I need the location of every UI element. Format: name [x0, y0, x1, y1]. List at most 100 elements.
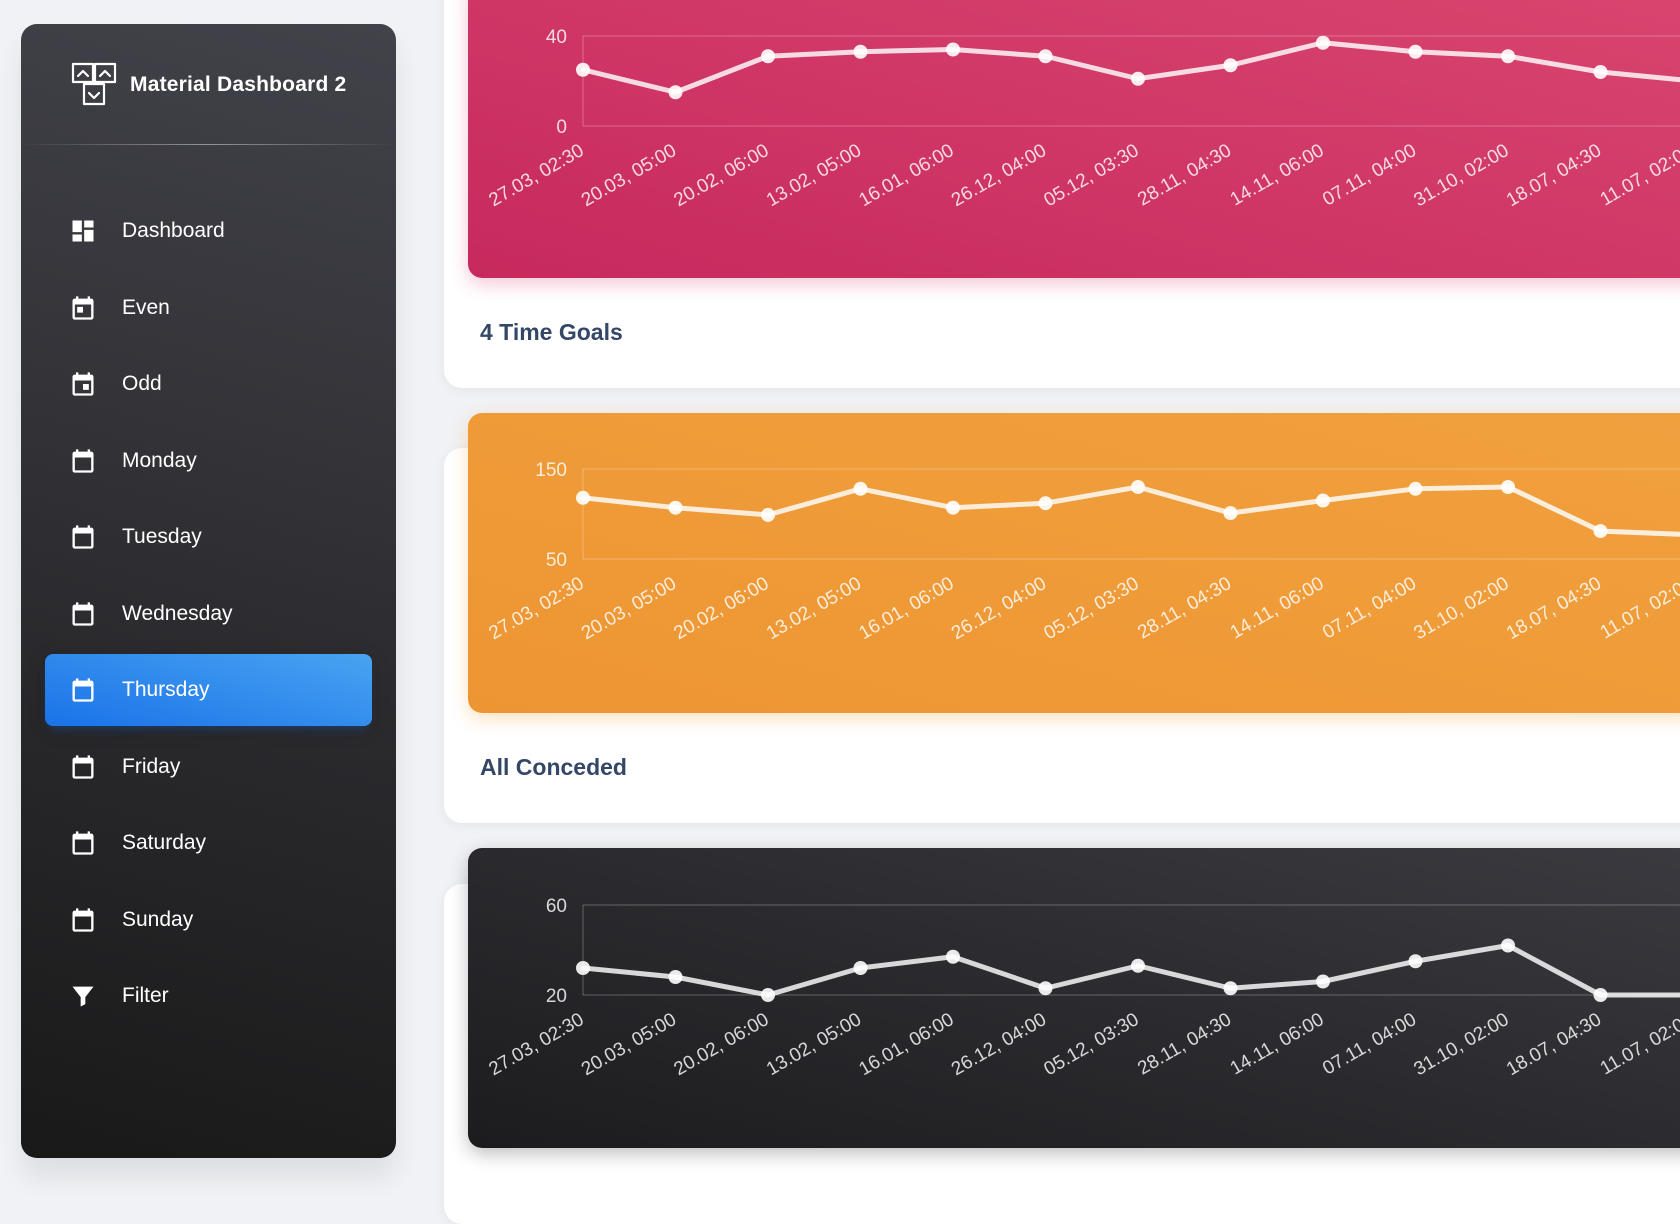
x-tick-label: 05.12, 03:30 [1040, 140, 1142, 211]
sidebar-item-saturday[interactable]: Saturday [45, 807, 372, 879]
sidebar-item-monday[interactable]: Monday [45, 425, 372, 497]
x-tick-label: 07.11, 04:00 [1319, 140, 1420, 210]
x-tick-label: 07.11, 04:00 [1319, 1009, 1420, 1079]
data-point [576, 62, 590, 77]
series-line [580, 40, 1680, 95]
y-tick-label: 40 [546, 27, 567, 48]
data-point [1408, 954, 1423, 969]
sidebar-item-friday[interactable]: Friday [45, 731, 372, 803]
calendar-board-icon [71, 62, 117, 106]
brand-divider [21, 144, 396, 145]
x-tick-label: 16.01, 06:00 [855, 1009, 957, 1080]
data-point [1316, 35, 1330, 50]
calendar-icon [69, 906, 97, 934]
series-line [580, 484, 1680, 537]
data-point [1501, 49, 1515, 64]
x-tick-label: 13.02, 05:00 [763, 140, 865, 211]
x-tick-label: 27.03, 02:30 [485, 573, 587, 644]
sidebar-item-label: Sunday [122, 907, 194, 931]
sidebar-item-label: Monday [122, 448, 197, 472]
x-tick-label: 14.11, 06:00 [1227, 1009, 1328, 1079]
calendar-icon [69, 753, 97, 781]
sidebar-item-label: Odd [122, 372, 162, 395]
x-tick-label: 11.07, 02:00 [1597, 1009, 1680, 1079]
data-point [1223, 981, 1238, 996]
data-point [1131, 71, 1145, 86]
data-point [946, 42, 960, 57]
filter-icon [69, 982, 97, 1010]
x-tick-label: 20.02, 06:00 [670, 1009, 772, 1080]
sidebar-item-filter[interactable]: Filter [45, 960, 372, 1032]
sidebar-item-even[interactable]: Even [45, 272, 372, 344]
data-point [1316, 493, 1330, 508]
x-tick-label: 13.02, 05:00 [763, 573, 865, 644]
x-tick-label: 14.11, 06:00 [1227, 140, 1328, 210]
data-point [853, 44, 868, 59]
data-point [1593, 65, 1608, 79]
x-tick-label: 20.03, 05:00 [578, 573, 680, 644]
y-tick-label: 0 [556, 117, 567, 138]
data-point [668, 970, 683, 984]
data-point [946, 500, 960, 515]
data-point [668, 500, 683, 515]
x-tick-label: 28.11, 04:30 [1134, 140, 1235, 210]
brand-name: Material Dashboard 2 [130, 73, 347, 96]
x-tick-label: 28.11, 04:30 [1134, 573, 1235, 643]
sidebar-item-label: Tuesday [122, 525, 202, 548]
sidebar-item-label: Filter [122, 984, 169, 1007]
chart-third: 20 60 27.03, 02:30 20.03, 05:00 20.02, 06:00… [468, 848, 1680, 1148]
x-tick-label: 11.07, 02:00 [1597, 573, 1680, 643]
x-tick-label: 27.03, 02:30 [485, 1009, 587, 1080]
data-point [1501, 938, 1515, 953]
x-tick-label: 31.10, 02:00 [1410, 140, 1512, 211]
data-point [576, 490, 590, 505]
x-tick-label: 16.01, 06:00 [855, 140, 957, 211]
chart-conceded: 50 150 27.03, 02:30 20.03, 05:00 20.02, 06:0… [468, 413, 1680, 713]
x-tick-label: 18.07, 04:30 [1503, 140, 1605, 211]
y-tick-label: 60 [546, 896, 567, 917]
data-point [761, 507, 775, 522]
sidebar-nav: Dashboard Even Odd Monday Tuesday [45, 195, 372, 1037]
calendar-day-icon [69, 294, 97, 322]
data-point [1501, 480, 1515, 494]
x-tick-label: 26.12, 04:00 [948, 140, 1050, 211]
data-point [1223, 506, 1238, 521]
x-tick-label: 14.11, 06:00 [1227, 573, 1328, 643]
x-tick-label: 07.11, 04:00 [1319, 573, 1420, 643]
x-tick-label: 27.03, 02:30 [485, 140, 587, 211]
x-tick-label: 11.07, 02:00 [1597, 140, 1680, 210]
data-point [1038, 981, 1053, 996]
y-tick-label: 20 [546, 986, 567, 1007]
data-point [1593, 524, 1608, 539]
data-point [946, 949, 960, 964]
sidebar-item-label: Wednesday [122, 601, 233, 625]
data-point [1038, 496, 1053, 511]
y-tick-label: 50 [546, 550, 567, 571]
x-tick-label: 31.10, 02:00 [1410, 1009, 1512, 1080]
card-title: 4 Time Goals [480, 319, 623, 345]
y-tick-label: 150 [535, 460, 567, 481]
card-title: All Conceded [480, 754, 627, 780]
sidebar-item-label: Thursday [122, 678, 210, 701]
brand[interactable]: Material Dashboard 2 [71, 62, 346, 108]
x-tick-label: 05.12, 03:30 [1040, 573, 1142, 644]
x-tick-label: 26.12, 04:00 [948, 573, 1050, 644]
dashboard-icon [69, 217, 97, 245]
sidebar-item-dashboard[interactable]: Dashboard [45, 195, 372, 267]
x-tick-label: 28.11, 04:30 [1134, 1009, 1235, 1079]
sidebar-item-label: Dashboard [122, 219, 225, 242]
sidebar-item-sunday[interactable]: Sunday [45, 884, 372, 956]
sidebar-item-thursday[interactable]: Thursday [45, 654, 372, 726]
sidebar-item-odd[interactable]: Odd [45, 348, 372, 420]
x-tick-label: 18.07, 04:30 [1503, 573, 1605, 644]
data-point [761, 988, 775, 1002]
data-point [761, 49, 775, 64]
data-point [853, 961, 868, 975]
sidebar-item-tuesday[interactable]: Tuesday [45, 501, 372, 573]
x-tick-label: 31.10, 02:00 [1410, 573, 1512, 644]
data-point [1223, 58, 1238, 73]
data-point [1131, 958, 1145, 973]
sidebar-item-wednesday[interactable]: Wednesday [45, 578, 372, 650]
